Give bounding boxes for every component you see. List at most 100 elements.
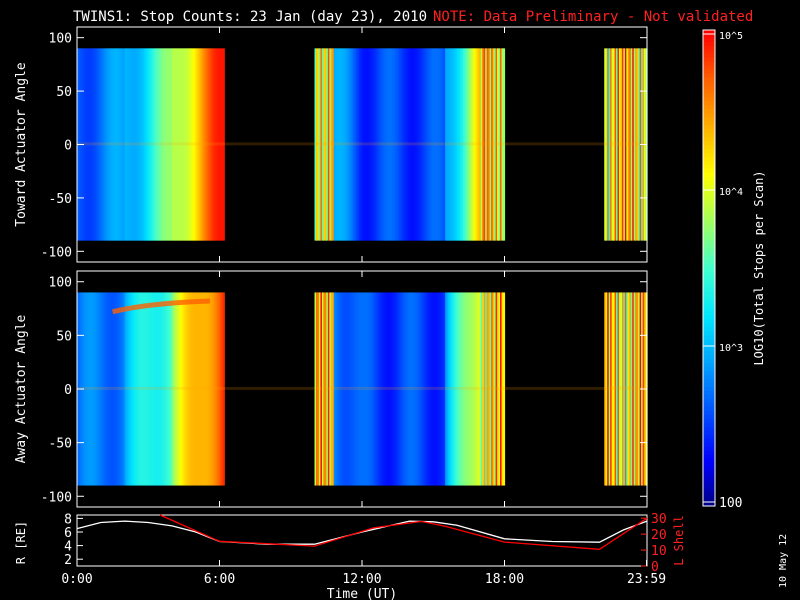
heatmap-column: [139, 292, 142, 486]
heatmap-column: [492, 48, 495, 241]
colorbar-segment: [703, 434, 715, 440]
heatmap-column: [422, 48, 425, 241]
colorbar-segment: [703, 65, 715, 71]
heatmap-column: [106, 292, 109, 486]
heatmap-column: [476, 292, 479, 486]
colorbar-segment: [703, 371, 715, 376]
heatmap-column: [206, 292, 209, 486]
heatmap-column: [102, 292, 105, 486]
heatmap-column: [607, 292, 610, 486]
heatmap-column: [503, 292, 506, 486]
heatmap-column: [494, 292, 497, 486]
colorbar-segment: [703, 37, 715, 43]
heatmap-column: [207, 48, 210, 241]
heatmap-column: [608, 292, 611, 486]
heatmap-column: [605, 48, 608, 241]
heatmap-column: [445, 48, 448, 241]
heatmap-column: [434, 292, 437, 486]
heatmap-column: [372, 48, 375, 241]
colorbar-tick-label: 10^5: [719, 31, 743, 42]
heatmap-column: [467, 292, 470, 486]
heatmap-column: [479, 48, 482, 241]
heatmap-column: [427, 48, 430, 241]
heatmap-column: [348, 292, 351, 486]
colorbar-segment: [703, 390, 715, 396]
heatmap-column: [608, 48, 611, 241]
heatmap-column: [155, 292, 158, 486]
colorbar-segment: [703, 271, 715, 277]
heatmap-column: [118, 48, 121, 241]
heatmap-column: [85, 48, 89, 241]
colorbar-segment: [703, 93, 715, 99]
heatmap-column: [200, 292, 203, 486]
y-tick-label: 100: [49, 32, 72, 47]
heatmap-column: [379, 48, 382, 241]
heatmap-column: [94, 292, 97, 486]
colorbar-segment: [703, 240, 715, 245]
heatmap-column: [213, 48, 216, 241]
heatmap-column: [614, 292, 617, 486]
y2-tick-label: 10: [651, 544, 667, 559]
heatmap-column: [221, 292, 224, 486]
heatmap-column: [314, 292, 317, 486]
heatmap-column: [173, 48, 176, 241]
heatmap-column: [176, 292, 179, 486]
heatmap-column: [345, 292, 348, 486]
heatmap-column: [397, 48, 400, 241]
heatmap-column: [182, 292, 185, 486]
heatmap-column: [623, 48, 626, 241]
heatmap-column: [327, 48, 330, 241]
heatmap-column: [167, 292, 170, 486]
heatmap-column: [143, 48, 147, 241]
heatmap-column: [357, 48, 360, 241]
colorbar-segment: [703, 81, 715, 87]
heatmap-column: [188, 48, 191, 241]
y-axis-label: R [RE]: [14, 521, 28, 564]
y-tick-label: 50: [56, 85, 72, 100]
heatmap-column: [96, 48, 99, 241]
heatmap-column: [477, 48, 480, 241]
heatmap-column: [624, 292, 627, 486]
colorbar-segment: [703, 204, 715, 210]
colorbar-segment: [703, 73, 715, 79]
colorbar-segment: [703, 486, 715, 491]
colorbar-segment: [703, 97, 715, 102]
heatmap-column: [454, 292, 457, 486]
heatmap-column: [347, 292, 350, 486]
heatmap-column: [335, 48, 338, 241]
heatmap-column: [85, 292, 89, 486]
heatmap-column: [203, 292, 206, 486]
heatmap-column: [498, 48, 501, 241]
heatmap-column: [318, 48, 322, 241]
heatmap-column: [169, 48, 172, 241]
heatmap-column: [367, 292, 371, 486]
heatmap-column: [151, 292, 154, 486]
heatmap-column: [409, 48, 412, 241]
heatmap-column: [394, 48, 397, 241]
heatmap-column: [488, 48, 491, 241]
colorbar-segment: [703, 109, 715, 114]
heatmap-column: [418, 292, 421, 486]
heatmap-column: [152, 48, 155, 241]
heatmap-column: [351, 292, 354, 486]
heatmap-column: [333, 292, 336, 486]
heatmap-column: [84, 48, 87, 241]
heatmap-column: [500, 292, 503, 486]
heatmap-column: [437, 292, 440, 486]
heatmap-column: [145, 292, 148, 486]
colorbar-segment: [703, 256, 715, 261]
colorbar-segment: [703, 394, 715, 400]
heatmap-column: [471, 292, 474, 486]
heatmap-column: [222, 292, 225, 486]
heatmap-column: [342, 48, 345, 241]
y-tick-label: 50: [56, 329, 72, 344]
y-tick-label: 0: [64, 139, 72, 154]
colorbar-segment: [703, 418, 715, 424]
heatmap-column: [393, 292, 396, 486]
colorbar-segment: [703, 113, 715, 118]
heatmap-column: [210, 292, 213, 486]
heatmap-column: [339, 292, 342, 486]
heatmap-column: [97, 292, 100, 486]
colorbar-segment: [703, 101, 715, 106]
heatmap-column: [425, 48, 428, 241]
